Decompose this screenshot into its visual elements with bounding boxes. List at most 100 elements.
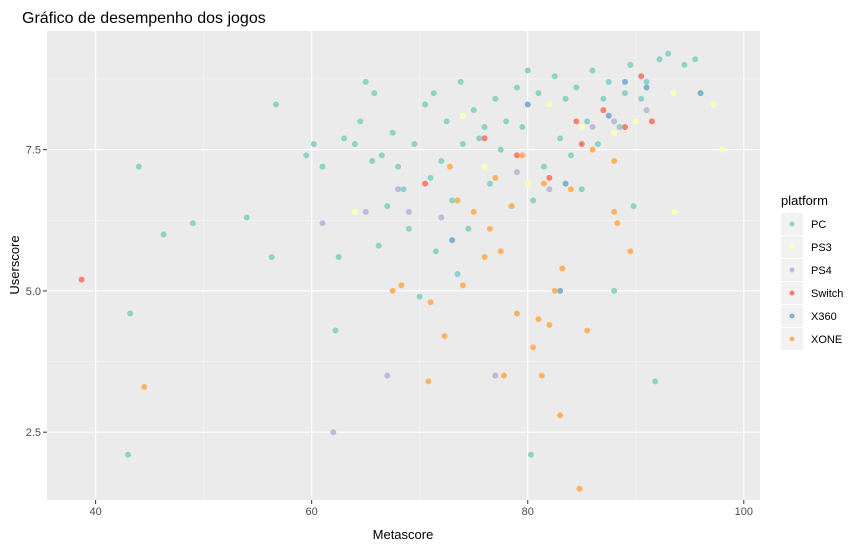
- data-point-pc: [427, 174, 434, 181]
- data-point-switch: [422, 180, 429, 187]
- data-point-switch: [481, 135, 488, 142]
- x-tick-label: 100: [735, 506, 753, 518]
- data-point-switch: [78, 276, 85, 283]
- data-point-pc: [319, 163, 326, 170]
- data-point-x360: [643, 84, 650, 91]
- data-point-ps4: [319, 220, 326, 227]
- data-point-pc: [389, 129, 396, 136]
- data-point-switch: [600, 107, 607, 114]
- data-point-ps4: [405, 208, 412, 215]
- data-point-pc: [681, 61, 688, 68]
- data-point-pc: [341, 135, 348, 142]
- data-point-xone: [427, 299, 434, 306]
- data-point-pc: [268, 254, 275, 261]
- grid-major: [47, 31, 760, 500]
- data-point-pc: [189, 220, 196, 227]
- legend-label-x360: X360: [811, 311, 837, 323]
- data-point-pc: [395, 163, 402, 170]
- data-point-pc: [562, 95, 569, 102]
- legend-label-xone: XONE: [811, 334, 842, 346]
- data-point-xone: [627, 248, 634, 255]
- data-point-pc: [611, 287, 618, 294]
- data-point-pc: [600, 95, 607, 102]
- x-tick-label: 40: [89, 506, 101, 518]
- data-point-x360: [557, 287, 564, 294]
- legend-key-ps4: [789, 267, 795, 273]
- data-point-pc: [459, 141, 466, 148]
- data-point-pc: [551, 73, 558, 80]
- data-point-xone: [546, 321, 553, 328]
- data-point-pc: [449, 197, 456, 204]
- data-point-pc: [357, 118, 364, 125]
- data-points: [78, 50, 726, 492]
- data-point-pc: [594, 141, 601, 148]
- data-point-xone: [519, 152, 526, 159]
- data-point-ps3: [611, 129, 618, 136]
- data-point-switch: [648, 118, 655, 125]
- data-point-x360: [562, 180, 569, 187]
- data-point-pc: [567, 152, 574, 159]
- data-point-pc: [125, 451, 132, 458]
- grid-minor: [47, 31, 760, 500]
- data-point-xone: [567, 186, 574, 193]
- data-point-pc: [638, 95, 645, 102]
- data-point-pc: [584, 118, 591, 125]
- data-point-pc: [351, 141, 358, 148]
- data-point-pc: [513, 84, 520, 91]
- data-point-pc: [665, 50, 672, 57]
- data-point-pc: [527, 451, 534, 458]
- data-point-xone: [614, 220, 621, 227]
- data-point-ps4: [513, 169, 520, 176]
- data-point-ps4: [395, 186, 402, 193]
- data-point-xone: [551, 287, 558, 294]
- data-point-pc: [652, 378, 659, 385]
- data-point-pc: [375, 242, 382, 249]
- data-point-ps3: [351, 208, 358, 215]
- data-point-pc: [589, 67, 596, 74]
- data-point-xone: [492, 174, 499, 181]
- y-axis-label: Userscore: [7, 235, 22, 294]
- data-point-xone: [530, 344, 537, 351]
- y-tick-label: 5.0: [26, 286, 41, 298]
- data-point-ps3: [632, 118, 639, 125]
- data-point-pc: [692, 56, 699, 63]
- data-point-switch: [546, 174, 553, 181]
- data-point-xone: [497, 248, 504, 255]
- data-point-xone: [589, 146, 596, 153]
- data-point-pc: [443, 118, 450, 125]
- data-point-pc: [405, 225, 412, 232]
- data-point-xone: [481, 254, 488, 261]
- data-point-x360: [449, 237, 456, 244]
- data-point-xone: [611, 208, 618, 215]
- data-point-pc: [273, 101, 280, 108]
- data-point-ps3: [524, 180, 531, 187]
- data-point-pc: [371, 90, 378, 97]
- data-point-pc: [476, 135, 483, 142]
- legend-items: PC PS3 PS4 Switch X360 XONE: [781, 213, 843, 350]
- data-point-ps4: [330, 429, 337, 436]
- data-point-switch: [621, 124, 628, 131]
- data-point-ps4: [611, 118, 618, 125]
- data-point-xone: [446, 163, 453, 170]
- data-point-pc: [432, 248, 439, 255]
- data-point-pc: [454, 270, 461, 277]
- data-point-xone: [470, 208, 477, 215]
- data-point-x360: [621, 78, 628, 85]
- y-axis-ticks: 2.5 5.0 7.5: [26, 145, 47, 439]
- data-point-ps4: [362, 208, 369, 215]
- data-point-xone: [508, 203, 515, 210]
- legend: platform PC PS3 PS4 Switch X360 XONE: [781, 193, 843, 350]
- data-point-ps3: [671, 208, 678, 215]
- data-point-pc: [481, 124, 488, 131]
- data-point-pc: [335, 254, 342, 261]
- data-point-pc: [497, 146, 504, 153]
- data-point-pc: [503, 118, 510, 125]
- data-point-switch: [638, 73, 645, 80]
- data-point-pc: [411, 141, 418, 148]
- data-point-pc: [616, 124, 623, 131]
- data-point-pc: [303, 152, 310, 159]
- data-point-xone: [538, 372, 545, 379]
- data-point-xone: [559, 265, 566, 272]
- data-point-xone: [576, 485, 583, 492]
- y-tick-label: 7.5: [26, 145, 41, 157]
